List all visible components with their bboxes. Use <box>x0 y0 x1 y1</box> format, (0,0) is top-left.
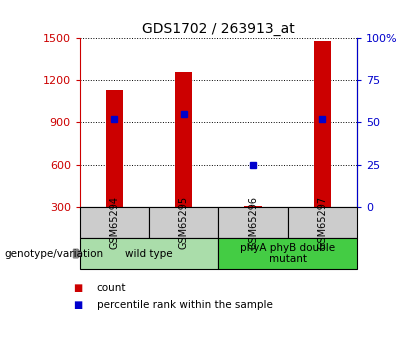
Text: GSM65295: GSM65295 <box>179 196 189 249</box>
Text: ■: ■ <box>73 300 82 310</box>
Text: percentile rank within the sample: percentile rank within the sample <box>97 300 273 310</box>
Bar <box>175 72 192 207</box>
Text: count: count <box>97 283 126 293</box>
Text: GSM65294: GSM65294 <box>110 196 119 249</box>
Bar <box>80 238 218 269</box>
Bar <box>218 207 288 238</box>
Bar <box>314 41 331 207</box>
Text: wild type: wild type <box>125 249 173 258</box>
Bar <box>106 90 123 207</box>
Text: phyA phyB double
mutant: phyA phyB double mutant <box>240 243 335 264</box>
Text: GSM65296: GSM65296 <box>248 196 258 249</box>
Bar <box>80 207 149 238</box>
Bar <box>149 207 218 238</box>
Text: genotype/variation: genotype/variation <box>4 249 103 258</box>
Title: GDS1702 / 263913_at: GDS1702 / 263913_at <box>142 21 295 36</box>
Text: GSM65297: GSM65297 <box>318 196 327 249</box>
Bar <box>218 238 357 269</box>
Text: ■: ■ <box>73 283 82 293</box>
Bar <box>244 206 262 207</box>
Bar <box>288 207 357 238</box>
